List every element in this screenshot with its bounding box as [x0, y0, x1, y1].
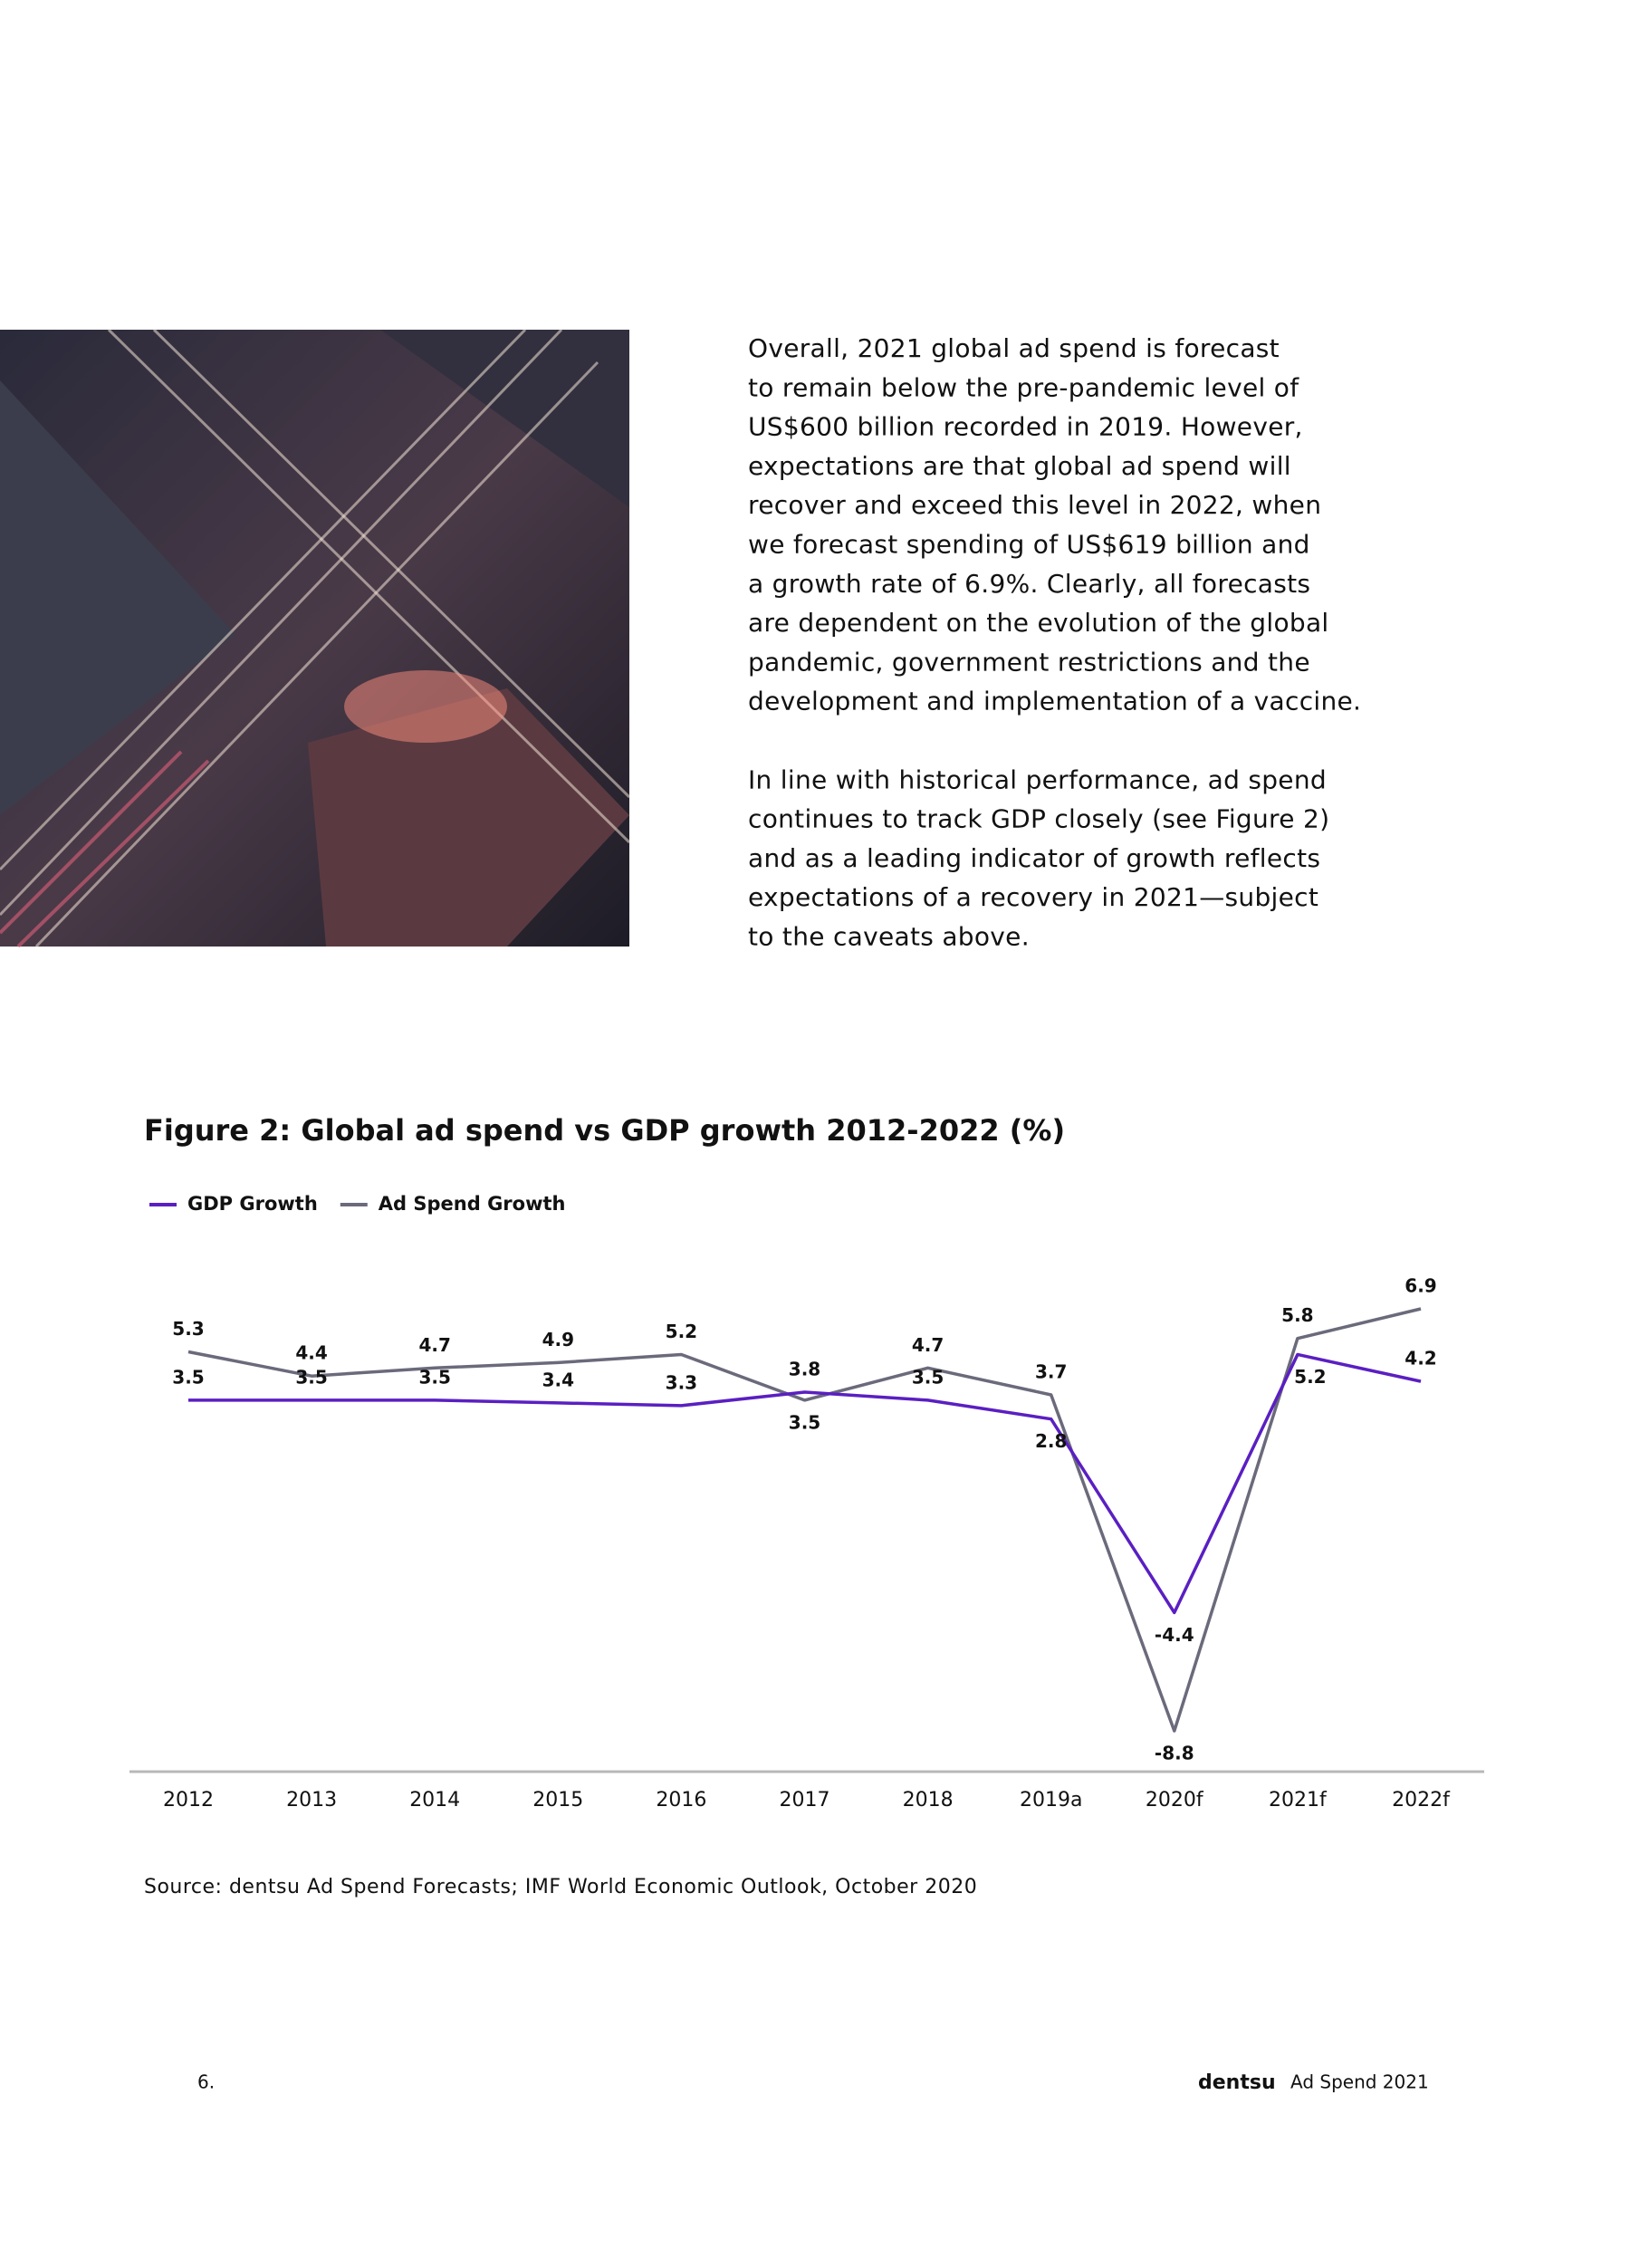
body-line: US$600 billion recorded in 2019. However… — [748, 412, 1303, 442]
source: Source: dentsu Ad Spend Forecasts; IMF W… — [144, 1876, 977, 1898]
x-tick-label: 2019a — [1020, 1789, 1082, 1812]
body-line: continues to track GDP closely (see Figu… — [748, 804, 1329, 834]
body-line: recover and exceed this level in 2022, w… — [748, 490, 1321, 520]
data-label: 4.2 — [1405, 1348, 1436, 1369]
body-line: development and implementation of a vacc… — [748, 687, 1361, 716]
body-line: a growth rate of 6.9%. Clearly, all fore… — [748, 569, 1310, 599]
legend-label: GDP Growth — [187, 1193, 318, 1215]
x-tick-label: 2013 — [286, 1789, 337, 1812]
brand: dentsu — [1198, 2071, 1276, 2094]
data-label: 3.5 — [172, 1366, 204, 1388]
x-tick-label: 2017 — [780, 1789, 830, 1812]
body-line: and as a leading indicator of growth ref… — [748, 843, 1320, 873]
body-line: Overall, 2021 global ad spend is forecas… — [748, 333, 1280, 363]
data-label: 5.2 — [1294, 1366, 1326, 1388]
data-label: 3.3 — [666, 1371, 697, 1393]
x-tick-label: 2022f — [1392, 1789, 1451, 1812]
data-label: -8.8 — [1155, 1743, 1194, 1764]
x-tick-label: 2012 — [163, 1789, 214, 1812]
data-label: 3.5 — [295, 1366, 327, 1388]
data-label: 3.5 — [418, 1366, 450, 1388]
data-label: 3.5 — [912, 1366, 944, 1388]
data-label: 4.9 — [542, 1329, 574, 1350]
x-tick-label: 2018 — [903, 1789, 954, 1812]
data-label: 3.8 — [789, 1359, 820, 1380]
data-label: 4.7 — [912, 1334, 944, 1356]
chart-title: Figure 2: Global ad spend vs GDP growth … — [144, 1113, 1065, 1148]
data-label: 3.5 — [789, 1411, 820, 1433]
publication: Ad Spend 2021 — [1290, 2071, 1429, 2093]
page-number: 6. — [197, 2071, 215, 2093]
legend-label: Ad Spend Growth — [379, 1193, 566, 1215]
body-line: we forecast spending of US$619 billion a… — [748, 530, 1310, 560]
data-label: -4.4 — [1155, 1624, 1194, 1646]
body-line: to remain below the pre-pandemic level o… — [748, 372, 1299, 402]
data-label: 5.3 — [172, 1318, 204, 1340]
data-label: 2.8 — [1035, 1430, 1067, 1452]
data-label: 5.2 — [666, 1321, 697, 1342]
series-line — [187, 1307, 1422, 1733]
city-photo — [0, 328, 631, 948]
x-tick-label: 2014 — [409, 1789, 460, 1812]
x-tick-label: 2020f — [1146, 1789, 1204, 1812]
x-tick-label: 2016 — [656, 1789, 706, 1812]
body-line: to the caveats above. — [748, 922, 1030, 952]
x-tick-label: 2015 — [532, 1789, 583, 1812]
data-label: 3.7 — [1035, 1360, 1067, 1382]
series-line — [188, 1352, 1422, 1615]
data-label: 4.4 — [295, 1342, 327, 1364]
data-label: 4.7 — [418, 1334, 450, 1356]
data-label: 6.9 — [1405, 1275, 1436, 1297]
data-label: 3.4 — [542, 1369, 574, 1390]
body-line: pandemic, government restrictions and th… — [748, 647, 1310, 677]
body-line: expectations are that global ad spend wi… — [748, 451, 1291, 481]
body-line: are dependent on the evolution of the gl… — [748, 608, 1329, 638]
body-line: In line with historical performance, ad … — [748, 764, 1327, 794]
data-label: 5.8 — [1281, 1304, 1313, 1326]
body-line: expectations of a recovery in 2021—subje… — [748, 882, 1318, 912]
x-tick-label: 2021f — [1269, 1789, 1328, 1812]
